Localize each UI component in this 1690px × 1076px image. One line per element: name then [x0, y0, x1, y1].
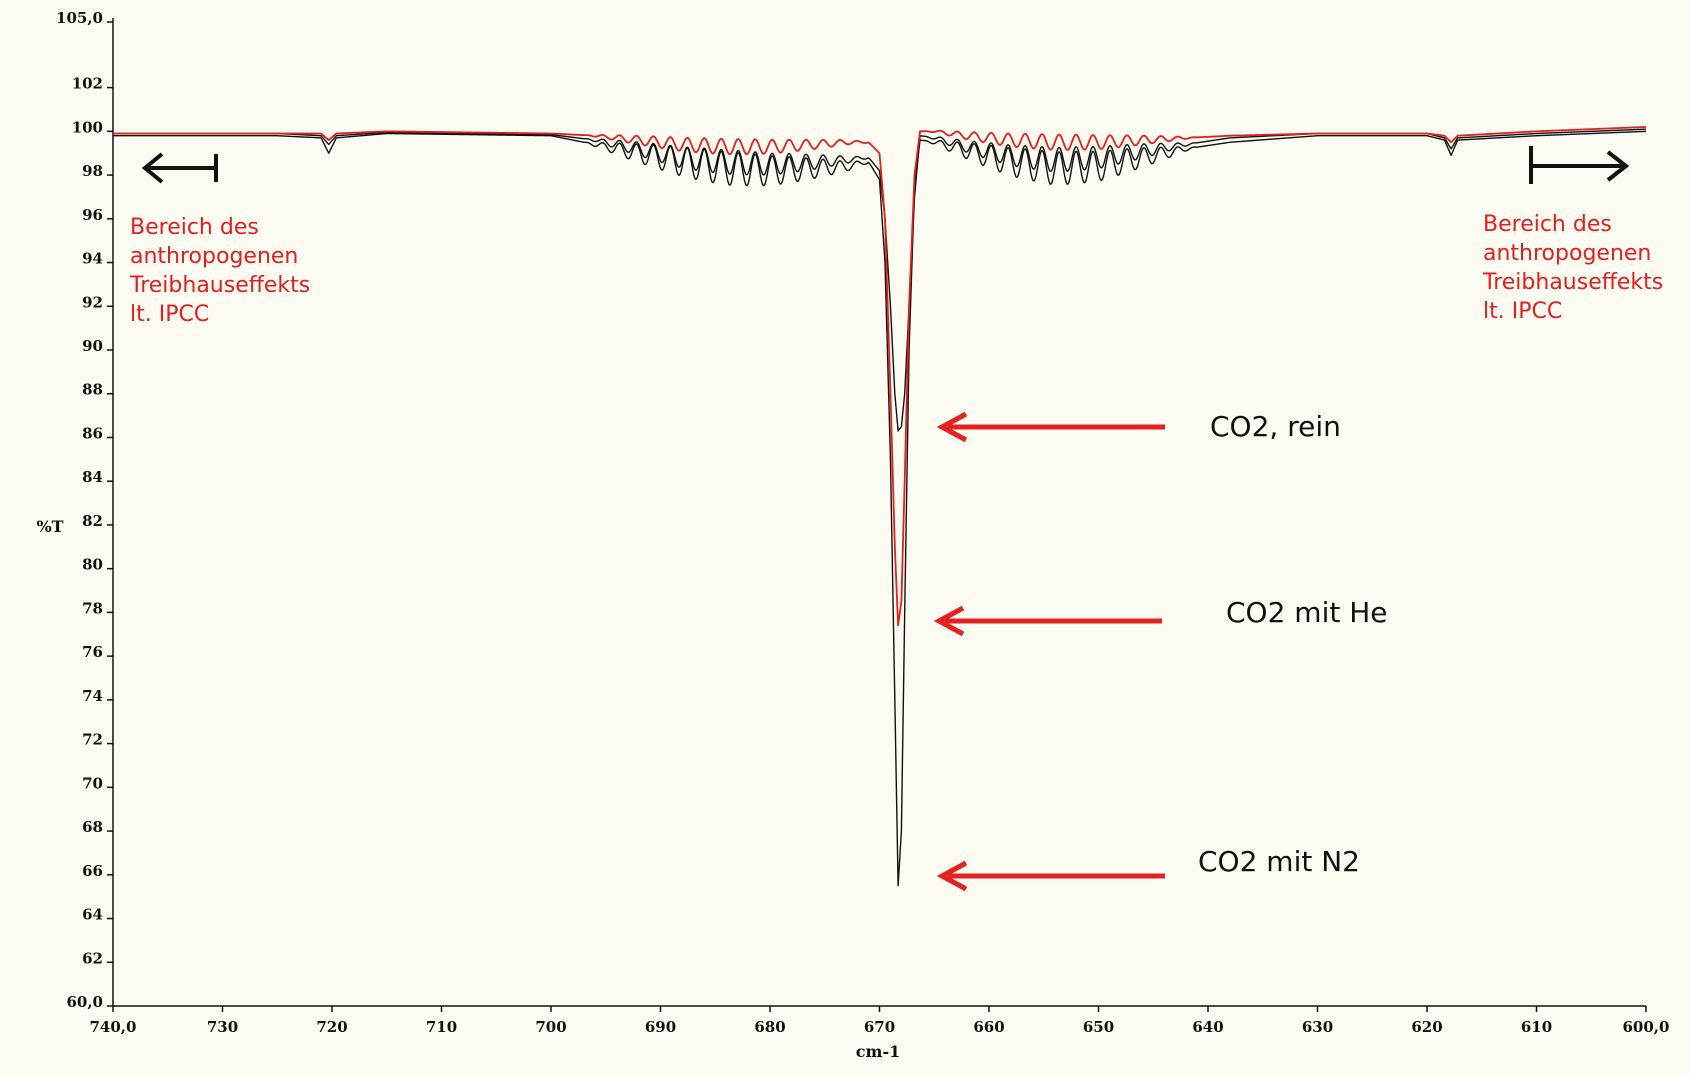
- x-tick-label: 610: [1521, 1018, 1552, 1036]
- left-note-line-4: lt. IPCC: [130, 302, 209, 327]
- x-tick-label: 680: [754, 1018, 785, 1036]
- y-axis-title: %T: [36, 517, 63, 536]
- left-note-line-2: anthropogenen: [130, 244, 298, 269]
- y-tick-label: 98: [82, 162, 103, 180]
- right-note-line-2: anthropogenen: [1483, 241, 1651, 266]
- arrow-rein-head: [936, 411, 968, 443]
- right-note-line-3: Treibhauseffekts: [1482, 270, 1663, 295]
- y-tick-label: 64: [82, 906, 103, 924]
- right-range-note: Bereich des anthropogenen Treibhauseffek…: [1482, 146, 1663, 324]
- series-line-co2-he: [112, 126, 1647, 627]
- y-tick-label: 60,0: [66, 993, 103, 1011]
- y-tick-label: 66: [82, 862, 103, 880]
- label-rein-group: CO2, rein: [936, 410, 1341, 443]
- y-tick-label: 76: [82, 643, 103, 661]
- series-line-co2-rein: [112, 128, 1647, 432]
- y-tick-label: 92: [82, 293, 103, 311]
- y-tick-label: 88: [82, 381, 103, 399]
- label-co2-n2: CO2 mit N2: [1198, 845, 1360, 878]
- right-range-arrow-head: [1606, 150, 1630, 182]
- x-tick-label: 650: [1083, 1018, 1114, 1036]
- x-tick-label: 720: [316, 1018, 347, 1036]
- y-tick-label: 68: [82, 818, 103, 836]
- left-range-note: Bereich des anthropogenen Treibhauseffek…: [129, 152, 310, 327]
- y-tick-label: 96: [82, 206, 103, 224]
- series-layer: [112, 126, 1647, 887]
- label-co2-rein: CO2, rein: [1210, 410, 1341, 443]
- y-tick-label: 74: [82, 687, 103, 705]
- left-note-line-1: Bereich des: [130, 215, 259, 240]
- left-note-line-3: Treibhauseffekts: [129, 273, 310, 298]
- tick-layer: 105,0 102 100 98 96 94 92 90 88 86 84 82 80 78 76 74 72 7…: [56, 9, 1669, 1036]
- x-tick-label: 690: [645, 1018, 676, 1036]
- label-he-group: CO2 mit He: [933, 596, 1388, 637]
- y-tick-label: 84: [82, 468, 103, 486]
- label-co2-he: CO2 mit He: [1226, 596, 1388, 629]
- series-line-co2-n2: [112, 130, 1647, 887]
- x-tick-label: 630: [1302, 1018, 1333, 1036]
- x-tick-label: 740,0: [90, 1018, 137, 1036]
- x-tick-label: 620: [1411, 1018, 1442, 1036]
- x-tick-label: 600,0: [1623, 1018, 1670, 1036]
- y-tick-label: 70: [82, 774, 103, 792]
- arrow-n2-head: [936, 860, 968, 892]
- axes: [112, 18, 1646, 1007]
- right-note-line-1: Bereich des: [1483, 212, 1612, 237]
- y-tick-label: 90: [82, 337, 103, 355]
- label-n2-group: CO2 mit N2: [936, 845, 1360, 892]
- y-tick-label: 102: [72, 75, 103, 93]
- y-tick-label: 62: [82, 949, 103, 967]
- x-tick-label: 640: [1192, 1018, 1223, 1036]
- y-tick-label: 72: [82, 731, 103, 749]
- y-tick-label: 94: [82, 250, 103, 268]
- y-tick-label: 105,0: [56, 9, 103, 27]
- y-tick-label: 78: [82, 599, 103, 617]
- left-range-arrow-head: [141, 152, 164, 184]
- arrow-he-head: [933, 605, 965, 637]
- x-tick-label: 660: [973, 1018, 1004, 1036]
- y-tick-label: 82: [82, 512, 103, 530]
- y-tick-label: 80: [82, 556, 103, 574]
- x-tick-label: 710: [426, 1018, 457, 1036]
- right-note-line-4: lt. IPCC: [1483, 299, 1562, 324]
- y-tick-label: 100: [72, 118, 103, 136]
- x-axis-title: cm-1: [856, 1042, 900, 1061]
- x-tick-label: 730: [207, 1018, 238, 1036]
- x-tick-label: 670: [864, 1018, 895, 1036]
- y-tick-label: 86: [82, 424, 103, 442]
- x-tick-label: 700: [535, 1018, 566, 1036]
